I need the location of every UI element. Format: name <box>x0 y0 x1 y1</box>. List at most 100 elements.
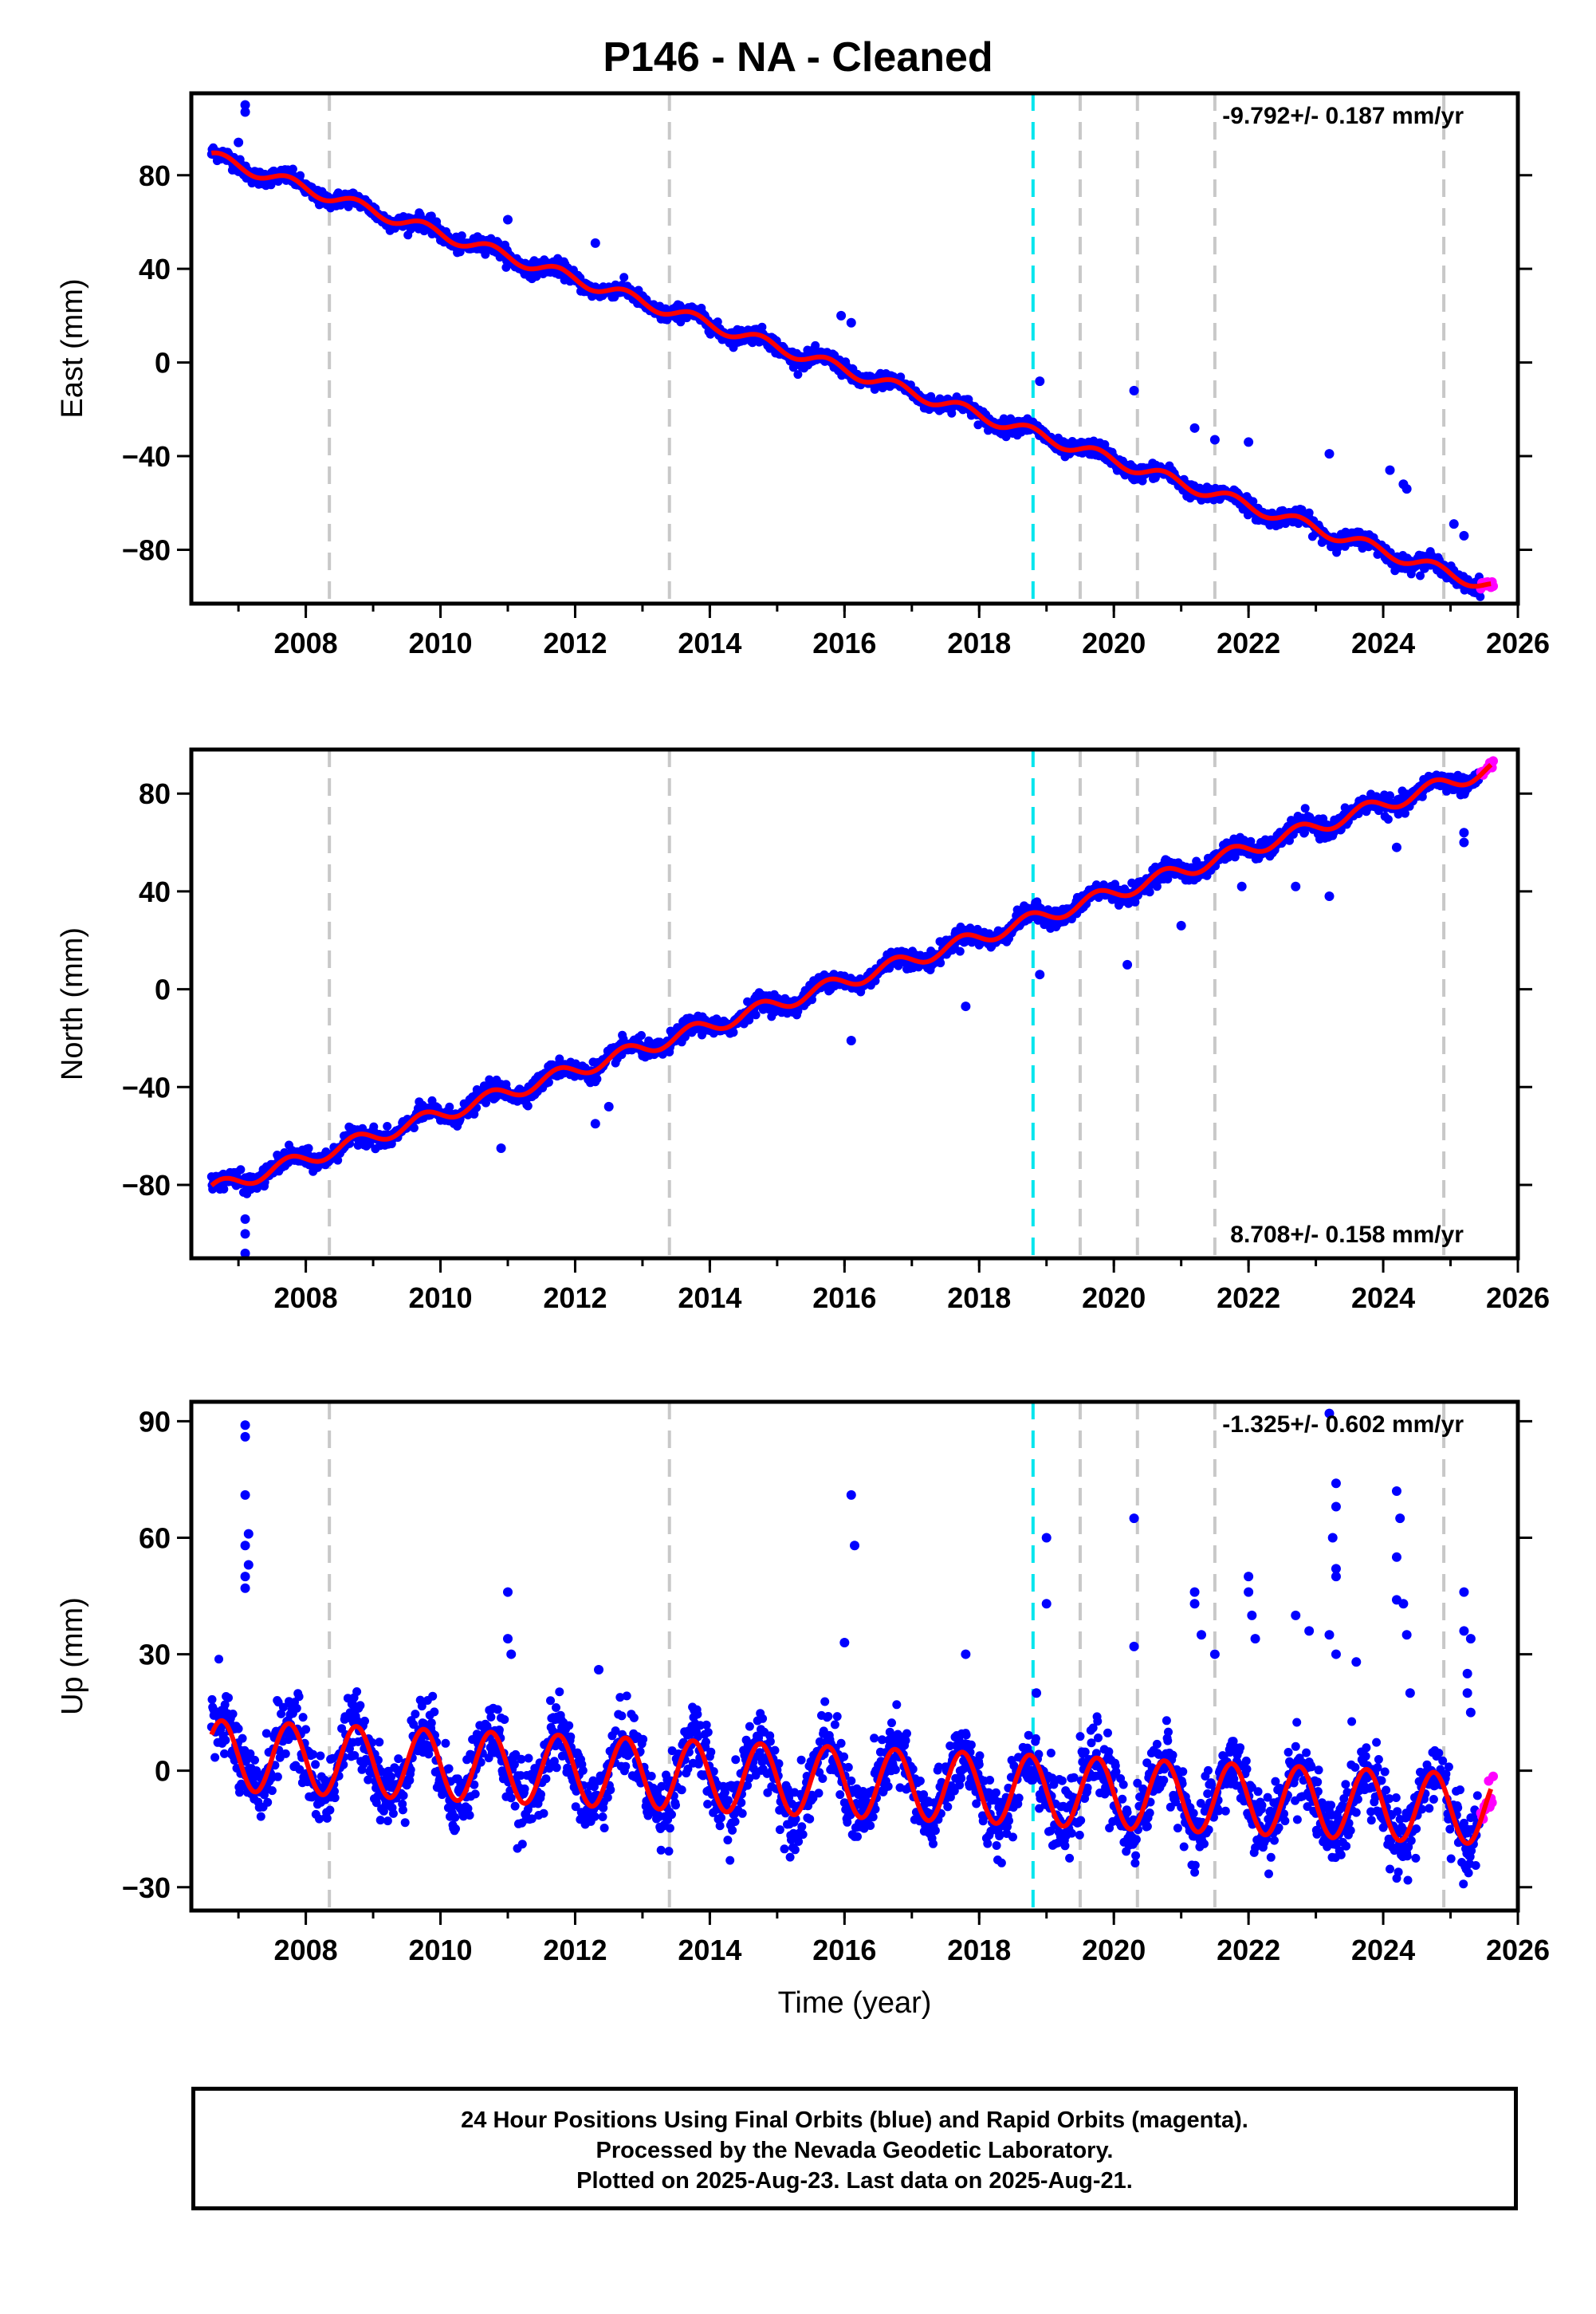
north-velocity-label: 8.708+/- 0.158 mm/yr <box>1230 1222 1464 1248</box>
north-outlier-point <box>1236 881 1247 891</box>
up-outlier-point <box>502 1587 513 1597</box>
north-panel: 2008 2010 2012 2014 2016 2018 2020 2022 2024 2026… <box>56 747 1550 1314</box>
up-y-axis-label: Up (mm) <box>56 1597 89 1715</box>
up-outlier-point <box>506 1649 517 1659</box>
footer-line-processed: Processed by the Nevada Geodetic Laborat… <box>596 2138 1114 2163</box>
north-outlier-point <box>603 1101 614 1112</box>
up-outlier-point <box>1331 1478 1341 1489</box>
east-outlier-point <box>234 137 244 148</box>
east-x-tick-label: 2008 <box>274 627 338 659</box>
up-outlier-point <box>1129 1641 1139 1651</box>
east-frame <box>189 91 1520 606</box>
east-x-tick-label: 2020 <box>1082 627 1146 659</box>
up-outlier-point <box>1244 1587 1254 1597</box>
east-x-tick-label: 2016 <box>812 627 876 659</box>
up-x-tick-label: 2010 <box>408 1934 472 1966</box>
east-outlier-point <box>1459 530 1469 541</box>
up-outlier-point <box>243 1560 254 1570</box>
north-y-tick-label: 80 <box>139 777 171 810</box>
east-x-tick-label: 2024 <box>1351 627 1415 659</box>
north-model-curve <box>210 762 1493 1188</box>
north-frame <box>189 747 1520 1261</box>
east-x-tick-label: 2026 <box>1486 627 1550 659</box>
east-outlier-point <box>1324 449 1335 459</box>
up-outlier-point <box>1244 1572 1254 1582</box>
north-y-axis-label: North (mm) <box>56 927 89 1080</box>
up-outlier-point <box>850 1541 859 1551</box>
east-x-tick-label: 2014 <box>678 627 741 659</box>
up-outlier-point <box>240 1541 250 1551</box>
up-velocity-label: -1.325+/- 0.602 mm/yr <box>1222 1411 1464 1438</box>
north-x-tick-label: 2026 <box>1486 1281 1550 1314</box>
north-x-tick-label: 2012 <box>543 1281 607 1314</box>
up-outlier-point <box>240 1490 250 1500</box>
north-x-tick-label: 2010 <box>408 1281 472 1314</box>
east-x-tick-label: 2022 <box>1217 627 1280 659</box>
east-outlier-point <box>590 238 600 248</box>
east-outlier-point <box>1449 519 1459 529</box>
north-outlier-point <box>1291 881 1301 891</box>
up-outlier-point <box>1462 1688 1472 1698</box>
footer-box: 24 Hour Positions Using Final Orbits (bl… <box>191 2087 1518 2210</box>
up-outlier-point <box>243 1529 254 1539</box>
east-y-tick-label: 40 <box>139 253 171 285</box>
east-model-curve <box>210 150 1492 589</box>
up-y-tick-label: 30 <box>139 1639 171 1671</box>
up-outlier-point <box>1331 1564 1341 1574</box>
east-y-tick-label: 0 <box>155 347 171 380</box>
up-outlier-point <box>1391 1552 1401 1562</box>
east-panel: 2008 2010 2012 2014 2016 2018 2020 2022 2024 2026… <box>56 91 1550 659</box>
up-x-axis-label: Time (year) <box>778 1986 932 2020</box>
up-outlier-point <box>240 1572 250 1582</box>
up-outlier-point <box>240 1420 250 1431</box>
up-outlier-point <box>1465 1707 1476 1718</box>
north-outlier-point <box>1324 891 1335 902</box>
up-outlier-point <box>1041 1533 1052 1543</box>
up-outlier-point <box>1405 1688 1415 1698</box>
up-x-tick-label: 2026 <box>1486 1934 1550 1966</box>
east-plot-area <box>206 93 1499 604</box>
up-x-tick-label: 2020 <box>1082 1934 1146 1966</box>
up-outlier-point <box>1401 1630 1412 1640</box>
east-outlier-point <box>1385 465 1395 475</box>
up-outlier-point <box>1459 1626 1469 1636</box>
north-outlier-point <box>590 1119 600 1129</box>
up-outlier-point <box>1189 1587 1200 1597</box>
up-outlier-point <box>1465 1634 1476 1644</box>
up-outlier-point <box>1331 1501 1341 1512</box>
up-y-tick-label: 0 <box>155 1755 171 1788</box>
chart-title: P146 - NA - Cleaned <box>603 34 993 81</box>
north-x-tick-label: 2022 <box>1217 1281 1280 1314</box>
east-final-orbit-points <box>206 100 1485 601</box>
footer-line-orbits: 24 Hour Positions Using Final Orbits (bl… <box>461 2107 1248 2133</box>
east-y-axis-label: East (mm) <box>56 278 89 418</box>
east-outlier-point <box>1035 376 1045 387</box>
north-y-tick-label: 0 <box>155 974 171 1006</box>
east-y-tick-label: −40 <box>122 440 171 473</box>
up-outlier-point <box>1462 1668 1472 1678</box>
north-outlier-point <box>1176 920 1186 931</box>
up-outlier-point <box>839 1637 850 1647</box>
up-outlier-point <box>240 1583 250 1593</box>
north-x-tick-label: 2014 <box>678 1281 741 1314</box>
up-plot-area <box>206 1402 1499 1911</box>
up-outlier-point <box>1391 1486 1401 1497</box>
north-rapid-orbit-point <box>1488 756 1499 766</box>
up-outlier-point <box>1398 1599 1409 1609</box>
north-outlier-point <box>240 1214 250 1224</box>
up-outlier-point <box>240 1431 250 1442</box>
east-outlier-point <box>502 214 513 225</box>
east-outlier-point <box>1129 385 1139 396</box>
north-y-tick-label: −80 <box>122 1169 171 1202</box>
north-x-tick-label: 2018 <box>947 1281 1011 1314</box>
up-outlier-point <box>846 1490 856 1500</box>
north-outlier-point <box>496 1143 506 1153</box>
north-outlier-point <box>1459 828 1469 838</box>
east-x-tick-label: 2010 <box>408 627 472 659</box>
east-y-tick-label: −80 <box>122 533 171 566</box>
up-outlier-point <box>1304 1626 1315 1636</box>
north-outlier-point <box>961 1002 971 1012</box>
up-outlier-point <box>1209 1649 1220 1659</box>
north-x-tick-label: 2020 <box>1082 1281 1146 1314</box>
north-y-tick-label: −40 <box>122 1071 171 1104</box>
